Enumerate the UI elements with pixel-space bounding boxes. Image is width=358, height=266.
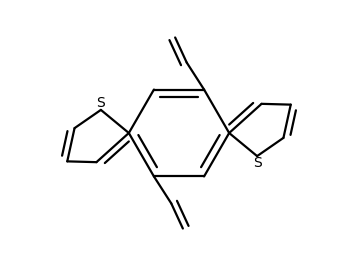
Text: S: S bbox=[253, 156, 261, 170]
Text: S: S bbox=[97, 96, 105, 110]
